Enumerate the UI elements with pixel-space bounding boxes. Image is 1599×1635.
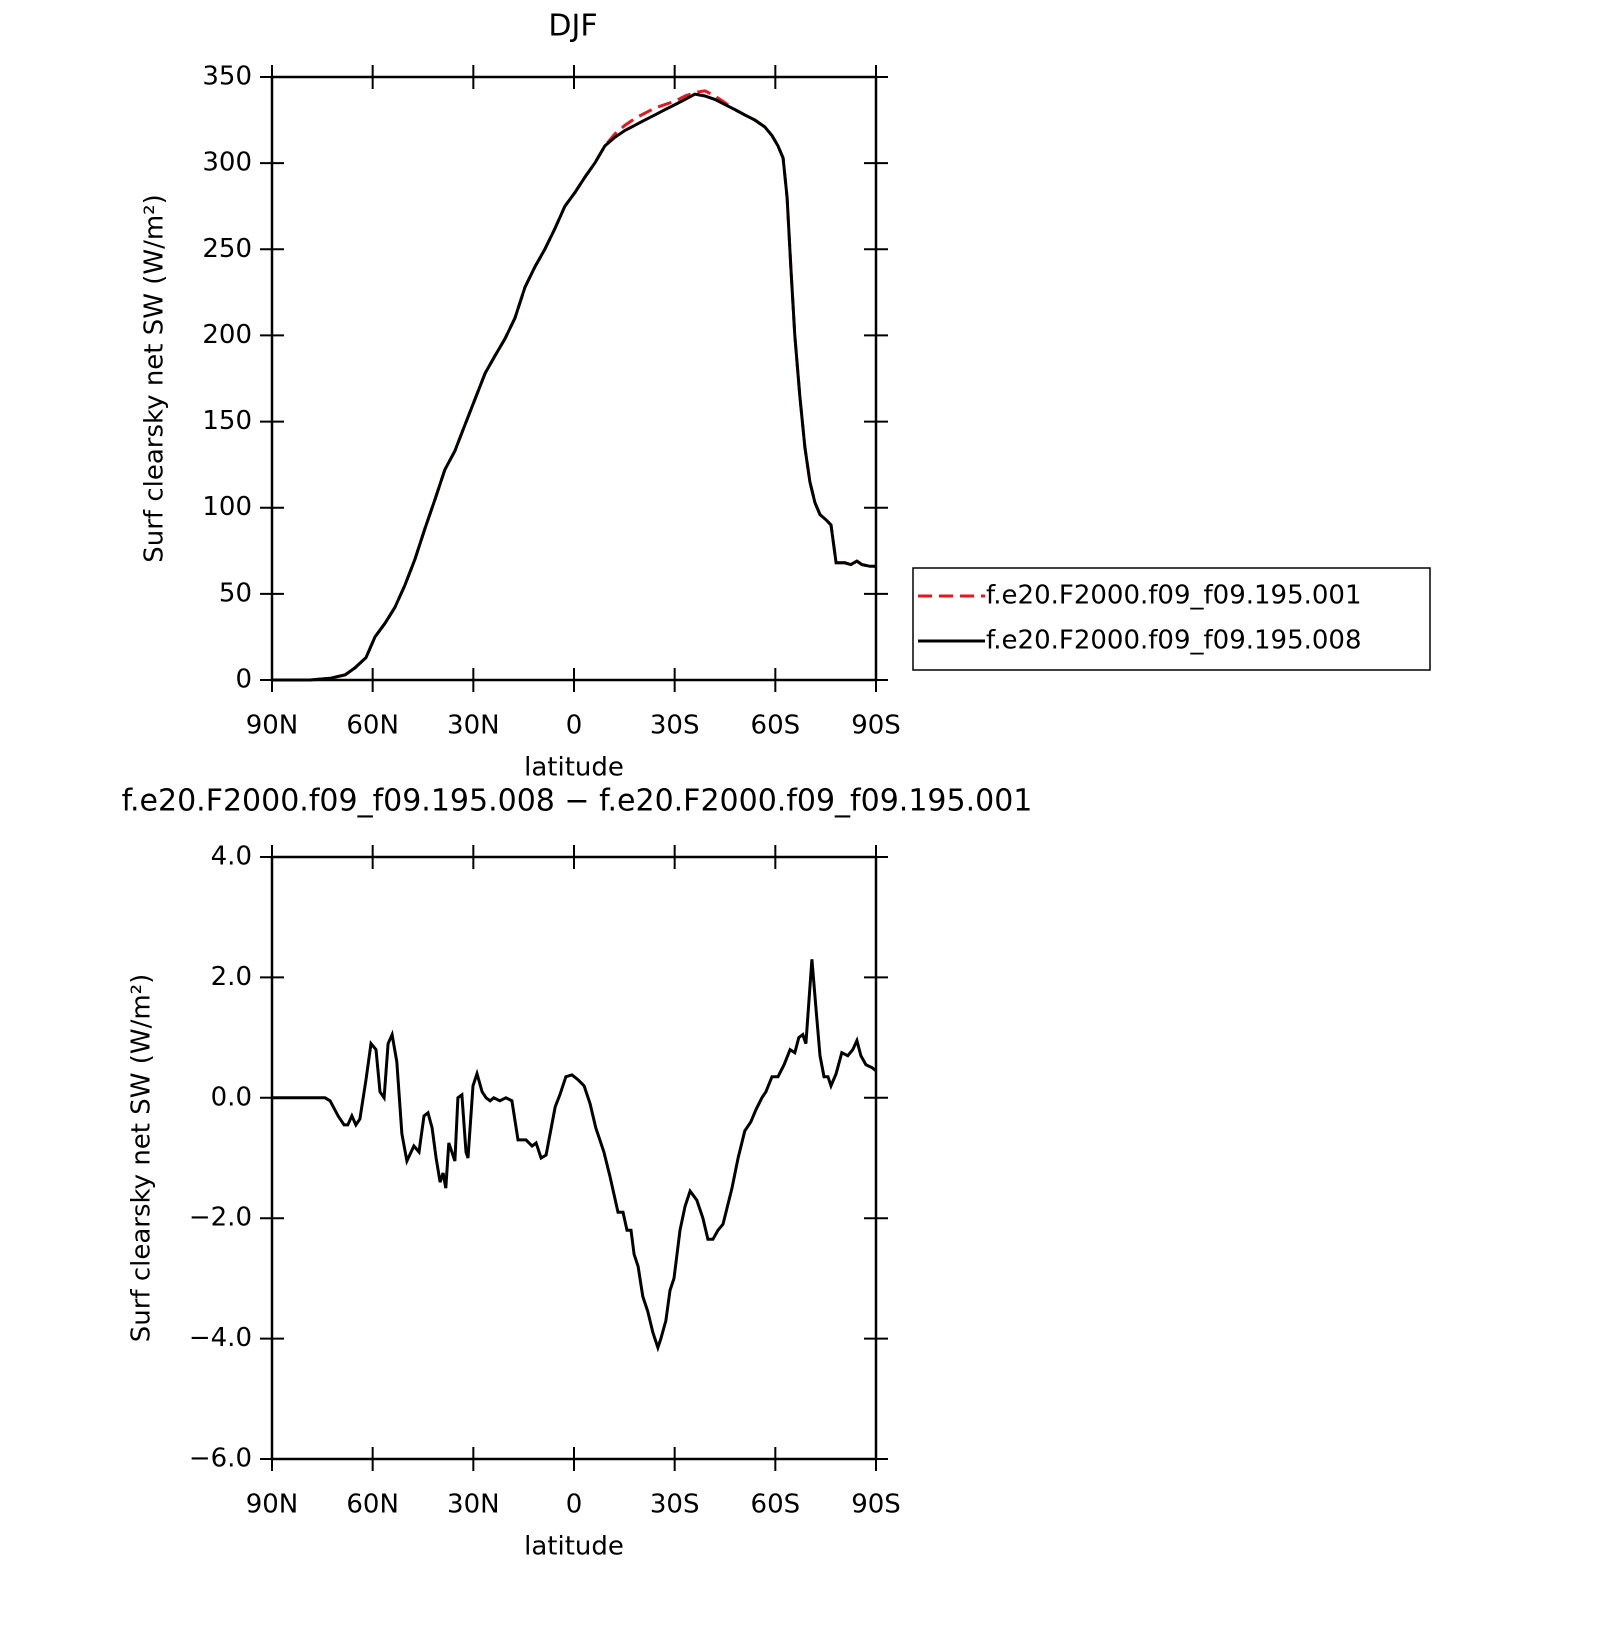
x-tick-label: 60S xyxy=(751,1490,801,1520)
x-tick-label: 30N xyxy=(447,1490,500,1520)
y-tick-label: 350 xyxy=(202,62,252,92)
legend-label: f.e20.F2000.f09_f09.195.008 xyxy=(986,626,1362,656)
y-tick-label: 0 xyxy=(235,665,252,695)
plot-frame xyxy=(270,855,878,1461)
x-tick-label: 60N xyxy=(346,711,399,741)
x-tick-label: 90N xyxy=(246,711,299,741)
x-tick-label: 90S xyxy=(851,711,901,741)
x-tick-label: 30N xyxy=(447,711,500,741)
x-tick-label: 90N xyxy=(246,1490,299,1520)
x-tick-label: 60N xyxy=(346,1490,399,1520)
x-axis-label: latitude xyxy=(524,1532,624,1562)
y-tick-label: 0.0 xyxy=(211,1082,252,1112)
x-tick-label: 90S xyxy=(851,1490,901,1520)
legend-box xyxy=(912,567,1431,671)
y-tick-label: 200 xyxy=(202,320,252,350)
y-tick-label: 100 xyxy=(202,492,252,522)
x-tick-label: 0 xyxy=(566,1490,583,1520)
chart-title: f.e20.F2000.f09_f09.195.008 − f.e20.F200… xyxy=(122,784,1033,819)
chart-title: DJF xyxy=(548,9,597,44)
y-tick-label: 2.0 xyxy=(211,962,252,992)
x-tick-label: 30S xyxy=(650,1490,700,1520)
plot-frame xyxy=(270,75,878,682)
y-tick-label: −4.0 xyxy=(189,1323,252,1353)
legend-label: f.e20.F2000.f09_f09.195.001 xyxy=(986,581,1362,611)
x-tick-label: 30S xyxy=(650,711,700,741)
data-line xyxy=(272,92,876,682)
x-axis-label: latitude xyxy=(524,753,624,783)
x-tick-label: 0 xyxy=(566,711,583,741)
y-tick-label: 50 xyxy=(219,578,252,608)
y-axis-label: Surf clearsky net SW (W/m²) xyxy=(140,194,170,562)
y-tick-label: 4.0 xyxy=(211,842,252,872)
y-tick-label: 300 xyxy=(202,148,252,178)
y-tick-label: 150 xyxy=(202,406,252,436)
y-tick-label: −2.0 xyxy=(189,1203,252,1233)
y-axis-label: Surf clearsky net SW (W/m²) xyxy=(127,974,157,1342)
x-tick-label: 60S xyxy=(751,711,801,741)
y-tick-label: 250 xyxy=(202,234,252,264)
data-line xyxy=(272,959,877,1353)
y-tick-label: −6.0 xyxy=(189,1444,252,1474)
